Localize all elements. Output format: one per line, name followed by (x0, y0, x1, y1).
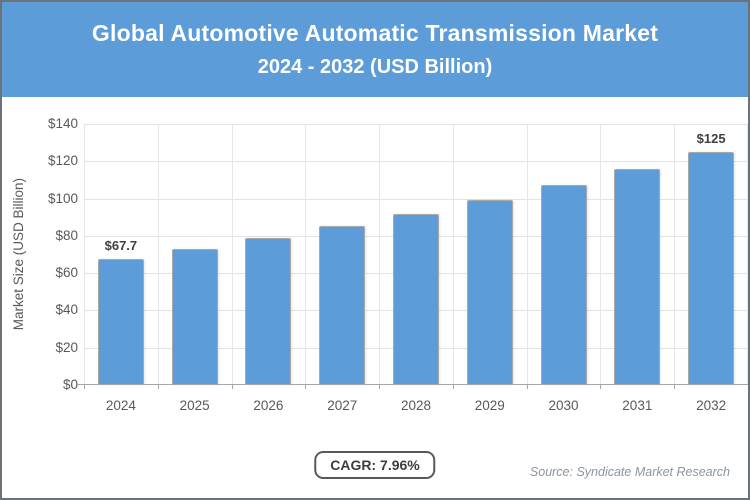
y-tick-label: $0 (62, 377, 78, 392)
chart-area: Market Size (USD Billion) $0 $20 $40 $60 $80… (2, 97, 748, 498)
x-axis-label: 2032 (696, 398, 727, 413)
gridline-horizontal (84, 161, 748, 163)
x-axis-label: 2030 (548, 398, 579, 413)
axis-tickmark (452, 385, 454, 389)
axis-tickmark (157, 385, 159, 389)
axis-tickmark (526, 385, 528, 389)
x-axis-label: 2024 (105, 398, 136, 413)
y-tick-label: $20 (55, 339, 78, 355)
gridline-vertical (305, 124, 307, 385)
axis-tickmark (231, 385, 233, 389)
x-axis-label: 2029 (474, 398, 505, 413)
y-tick-label: $80 (55, 227, 78, 243)
bar-2030 (540, 185, 587, 385)
axis-tickmark (305, 385, 307, 389)
bar-2028 (393, 213, 439, 385)
x-axis-label: 2027 (327, 398, 358, 413)
bar-value-label: $125 (696, 130, 726, 146)
cagr-badge: CAGR: 7.96% (314, 451, 436, 479)
gridline-vertical (231, 124, 233, 385)
bar-2027 (319, 226, 366, 385)
y-tick-label: $140 (47, 116, 78, 131)
y-tick-label: $60 (55, 265, 78, 281)
bar-2025 (171, 248, 218, 385)
gridline-vertical (526, 124, 528, 385)
chart-title-line1: Global Automotive Automatic Transmission… (91, 20, 659, 46)
bar-value-label: $67.7 (104, 237, 138, 253)
y-tick-label: $40 (55, 302, 78, 318)
x-axis-label: 2028 (400, 398, 432, 413)
y-axis-ticks: $0 $20 $40 $60 $80 $100 $120 $140 (2, 116, 78, 392)
plot-area: $67.7 $125 (77, 124, 748, 385)
gridline-vertical (600, 124, 602, 385)
gridline-horizontal (84, 198, 748, 200)
chart-title-line2: 2024 - 2032 (USD Billion) (257, 56, 493, 78)
x-axis-label: 2031 (622, 398, 653, 413)
axis-tickmark (84, 385, 85, 389)
bar-2026 (245, 237, 292, 385)
axis-tickmark (600, 385, 602, 389)
x-axis-label: 2026 (253, 398, 284, 413)
axis-tickmark (379, 385, 381, 389)
x-axis-label: 2025 (179, 398, 210, 413)
cagr-label: CAGR: 7.96% (330, 457, 420, 473)
bar-2029 (466, 199, 513, 385)
bar-2031 (614, 169, 661, 385)
gridline-vertical (84, 124, 85, 385)
bar-2032 (688, 151, 735, 385)
y-tick-label: $100 (47, 190, 78, 206)
gridline-vertical (452, 124, 454, 385)
y-tick-label: $120 (47, 153, 78, 169)
gridline-vertical (747, 124, 748, 385)
gridline-vertical (674, 124, 676, 385)
source-text: Source: Syndicate Market Research (529, 465, 730, 479)
axis-tickmark (748, 385, 749, 389)
x-axis-line (77, 384, 748, 385)
axis-tickmark (674, 385, 676, 389)
chart-header: Global Automotive Automatic Transmission… (2, 2, 748, 97)
bar-2024 (97, 258, 144, 385)
gridline-vertical (157, 124, 159, 385)
gridline-horizontal (84, 124, 748, 125)
gridline-vertical (379, 124, 381, 385)
